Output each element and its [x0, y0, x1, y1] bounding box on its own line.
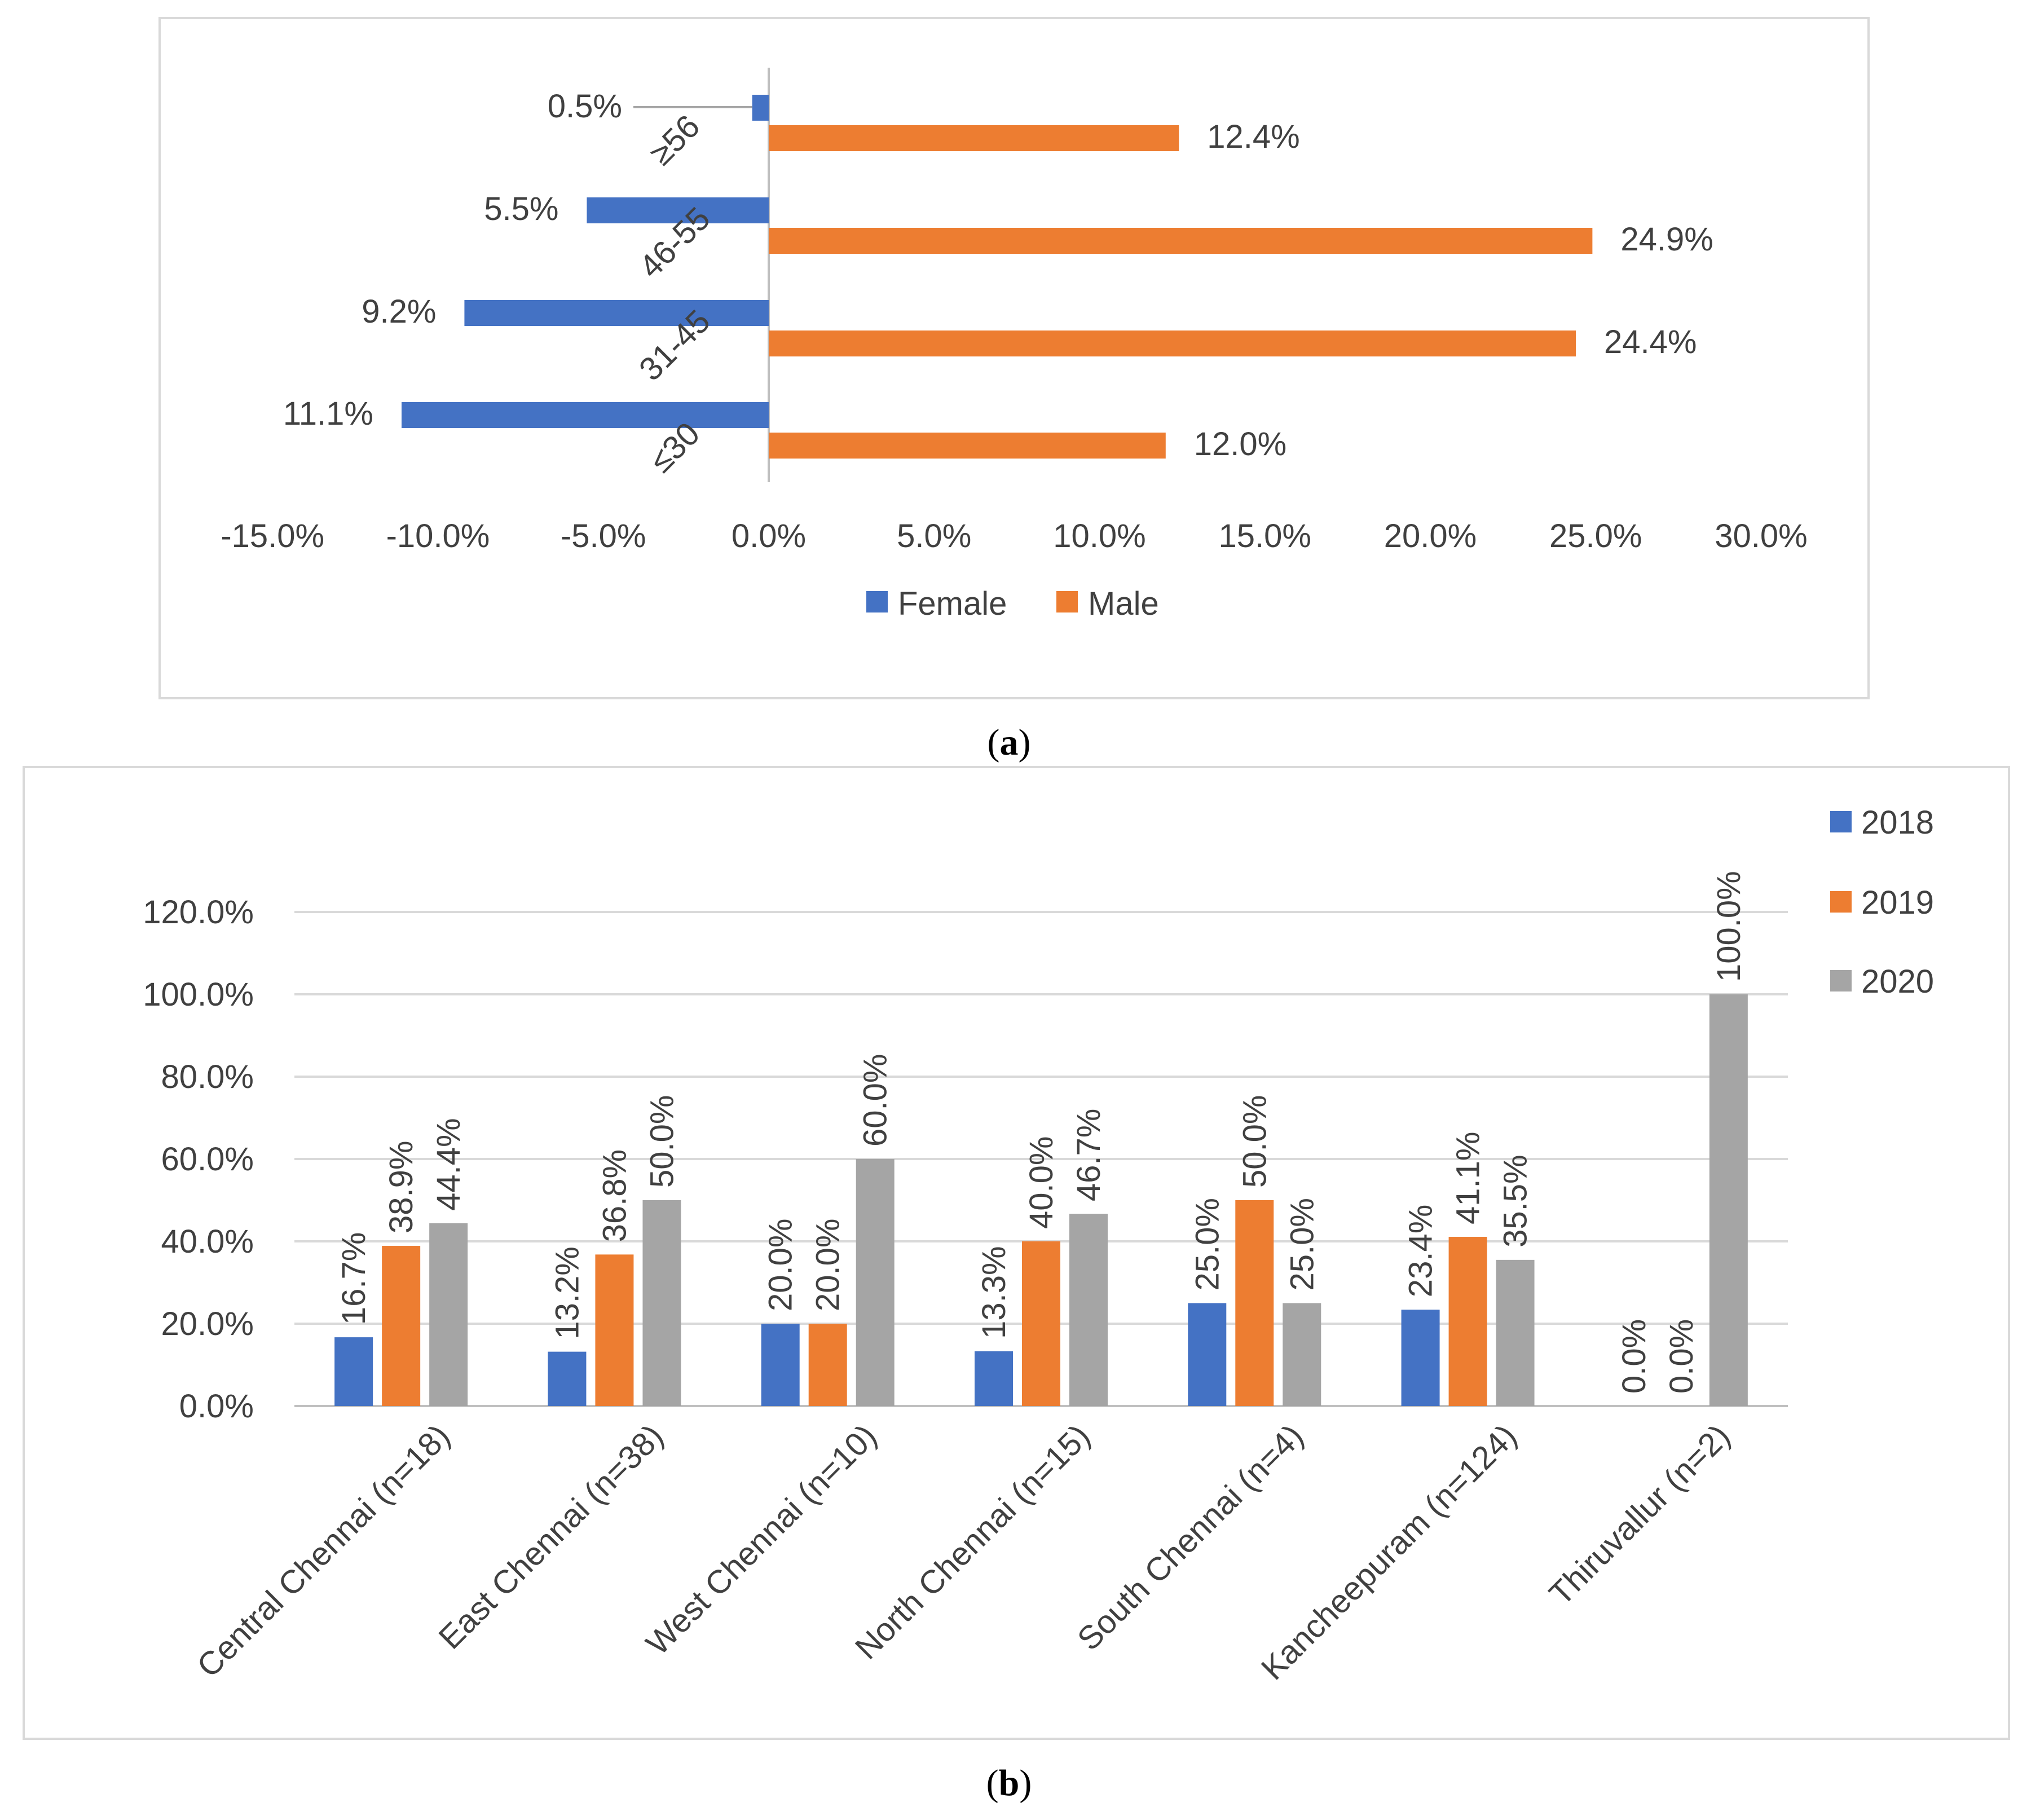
data-label-2019-6: 0.0% — [1663, 1319, 1700, 1394]
legend-swatch-2019 — [1830, 891, 1852, 913]
chart-a-population-pyramid: 0.5%12.4%≥565.5%24.9%46-559.2%24.4%31-45… — [221, 68, 1808, 622]
data-label-male-3: 12.0% — [1194, 426, 1286, 462]
data-label-male-0: 12.4% — [1207, 118, 1299, 155]
bar-2019-4 — [1235, 1200, 1274, 1406]
bar-2019-1 — [595, 1254, 634, 1406]
chart-b-frame — [23, 766, 2010, 1740]
y-tick-label-6: 120.0% — [143, 894, 254, 931]
legend-label-female: Female — [898, 585, 1007, 622]
bar-male-2 — [769, 330, 1576, 356]
caption-b: (b) — [986, 1762, 1032, 1804]
bar-2018-3 — [975, 1351, 1013, 1406]
legend-label-male: Male — [1088, 585, 1159, 622]
data-label-2018-1: 13.2% — [549, 1246, 585, 1339]
bar-male-3 — [769, 433, 1166, 459]
data-label-2020-3: 46.7% — [1070, 1109, 1107, 1201]
bar-2020-2 — [856, 1159, 895, 1406]
bar-female-3 — [401, 402, 769, 428]
x-tick-label-0: -15.0% — [221, 518, 324, 554]
y-tick-label-2: 40.0% — [161, 1223, 254, 1260]
bar-2020-5 — [1496, 1259, 1535, 1406]
bar-2018-2 — [761, 1324, 800, 1406]
legend-label-2018: 2018 — [1861, 804, 1934, 841]
y-tick-label-4: 80.0% — [161, 1059, 254, 1095]
x-tick-label-6: 15.0% — [1219, 518, 1311, 554]
data-label-female-0: 0.5% — [548, 88, 622, 125]
data-label-2018-0: 16.7% — [336, 1232, 372, 1325]
bar-2018-1 — [548, 1351, 587, 1406]
y-tick-label-3: 60.0% — [161, 1141, 254, 1178]
data-label-2019-2: 20.0% — [810, 1219, 847, 1311]
bar-2019-2 — [808, 1324, 847, 1406]
data-label-male-1: 24.9% — [1620, 221, 1713, 258]
caption-b-open: ( — [986, 1762, 999, 1804]
y-tick-label-1: 20.0% — [161, 1306, 254, 1342]
data-label-2020-1: 50.0% — [644, 1095, 680, 1188]
bar-2020-0 — [429, 1223, 468, 1406]
caption-b-letter: b — [999, 1762, 1020, 1804]
data-label-2019-1: 36.8% — [596, 1149, 633, 1242]
bar-female-2 — [464, 300, 769, 326]
bar-male-0 — [769, 125, 1179, 151]
legend-label-2020: 2020 — [1861, 963, 1934, 1000]
data-label-2020-6: 100.0% — [1711, 871, 1747, 982]
caption-a-open: ( — [988, 722, 1000, 763]
data-label-female-1: 5.5% — [484, 191, 558, 227]
bar-2020-4 — [1283, 1303, 1321, 1406]
caption-b-close: ) — [1019, 1762, 1032, 1804]
legend-swatch-female — [866, 591, 888, 612]
legend-label-2019: 2019 — [1861, 884, 1934, 921]
data-label-2018-2: 20.0% — [763, 1219, 799, 1311]
x-tick-label-9: 30.0% — [1715, 518, 1807, 554]
data-label-2019-3: 40.0% — [1023, 1136, 1060, 1229]
caption-a-letter: a — [1000, 722, 1019, 763]
x-tick-label-1: -10.0% — [386, 518, 490, 554]
data-label-2019-4: 50.0% — [1236, 1095, 1273, 1188]
legend-swatch-2020 — [1830, 970, 1852, 991]
bar-2018-4 — [1188, 1303, 1227, 1406]
bar-2018-5 — [1401, 1310, 1440, 1406]
x-tick-label-7: 20.0% — [1384, 518, 1477, 554]
data-label-2019-5: 41.1% — [1450, 1132, 1487, 1224]
data-label-female-3: 11.1% — [283, 395, 373, 432]
y-tick-label-5: 100.0% — [143, 976, 254, 1013]
x-tick-label-3: 0.0% — [732, 518, 806, 554]
data-label-female-2: 9.2% — [362, 293, 436, 330]
legend-swatch-2018 — [1830, 811, 1852, 832]
data-label-male-2: 24.4% — [1604, 324, 1697, 360]
x-tick-label-4: 5.0% — [897, 518, 971, 554]
bar-female-1 — [587, 197, 769, 223]
data-label-2018-5: 23.4% — [1403, 1205, 1439, 1297]
caption-a-close: ) — [1019, 722, 1031, 763]
data-label-2020-4: 25.0% — [1284, 1198, 1320, 1290]
x-tick-label-5: 10.0% — [1053, 518, 1145, 554]
data-label-2020-5: 35.5% — [1497, 1154, 1534, 1247]
data-label-2018-6: 0.0% — [1616, 1319, 1653, 1394]
x-tick-label-2: -5.0% — [561, 518, 646, 554]
data-label-2019-0: 38.9% — [383, 1141, 420, 1233]
bar-2019-5 — [1448, 1236, 1487, 1406]
data-label-2018-3: 13.3% — [976, 1246, 1012, 1338]
bar-2019-0 — [382, 1246, 421, 1406]
caption-a: (a) — [988, 722, 1031, 763]
x-tick-label-8: 25.0% — [1549, 518, 1642, 554]
bar-2018-0 — [334, 1337, 373, 1406]
data-label-2018-4: 25.0% — [1189, 1198, 1226, 1290]
legend-swatch-male — [1056, 591, 1078, 612]
bar-2019-3 — [1022, 1241, 1060, 1406]
bar-2020-1 — [642, 1200, 681, 1406]
data-label-2020-2: 60.0% — [857, 1054, 894, 1147]
bar-male-1 — [769, 228, 1593, 254]
bar-2020-6 — [1709, 994, 1748, 1406]
bar-female-0 — [752, 95, 769, 121]
data-label-2020-0: 44.4% — [430, 1118, 467, 1210]
y-tick-label-0: 0.0% — [179, 1388, 254, 1425]
bar-2020-3 — [1069, 1214, 1108, 1406]
